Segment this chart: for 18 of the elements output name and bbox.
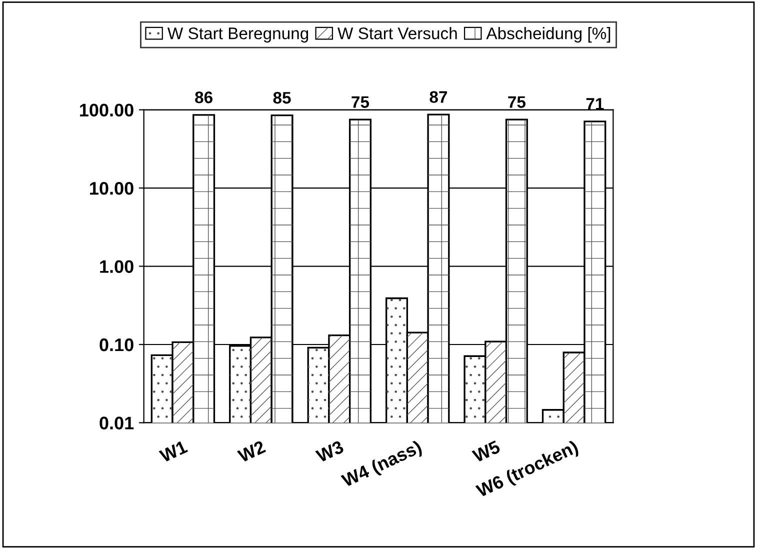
data-label: 87	[430, 91, 448, 103]
legend-label: Abscheidung [%]	[486, 27, 610, 43]
data-label: 85	[273, 92, 291, 104]
data-label: 75	[352, 96, 370, 108]
y-tick-label: 0.01	[100, 416, 134, 430]
y-tick-label: 0.10	[100, 338, 134, 352]
legend-label: W Start Beregnung	[167, 28, 308, 43]
y-tick-label: 1.00	[100, 260, 134, 273]
x-tick-label: W1	[158, 440, 188, 463]
y-tick-label: 10.00	[90, 182, 134, 195]
data-label: 86	[195, 91, 212, 104]
x-tick-label: W5	[472, 440, 501, 463]
x-tick-label: W3	[315, 440, 344, 463]
y-tick-label: 100.00	[80, 104, 134, 117]
legend-label: W Start Versuch	[338, 27, 457, 40]
data-label: 71	[586, 98, 604, 110]
data-label: 75	[508, 96, 526, 108]
x-tick-label: W2	[236, 440, 266, 463]
